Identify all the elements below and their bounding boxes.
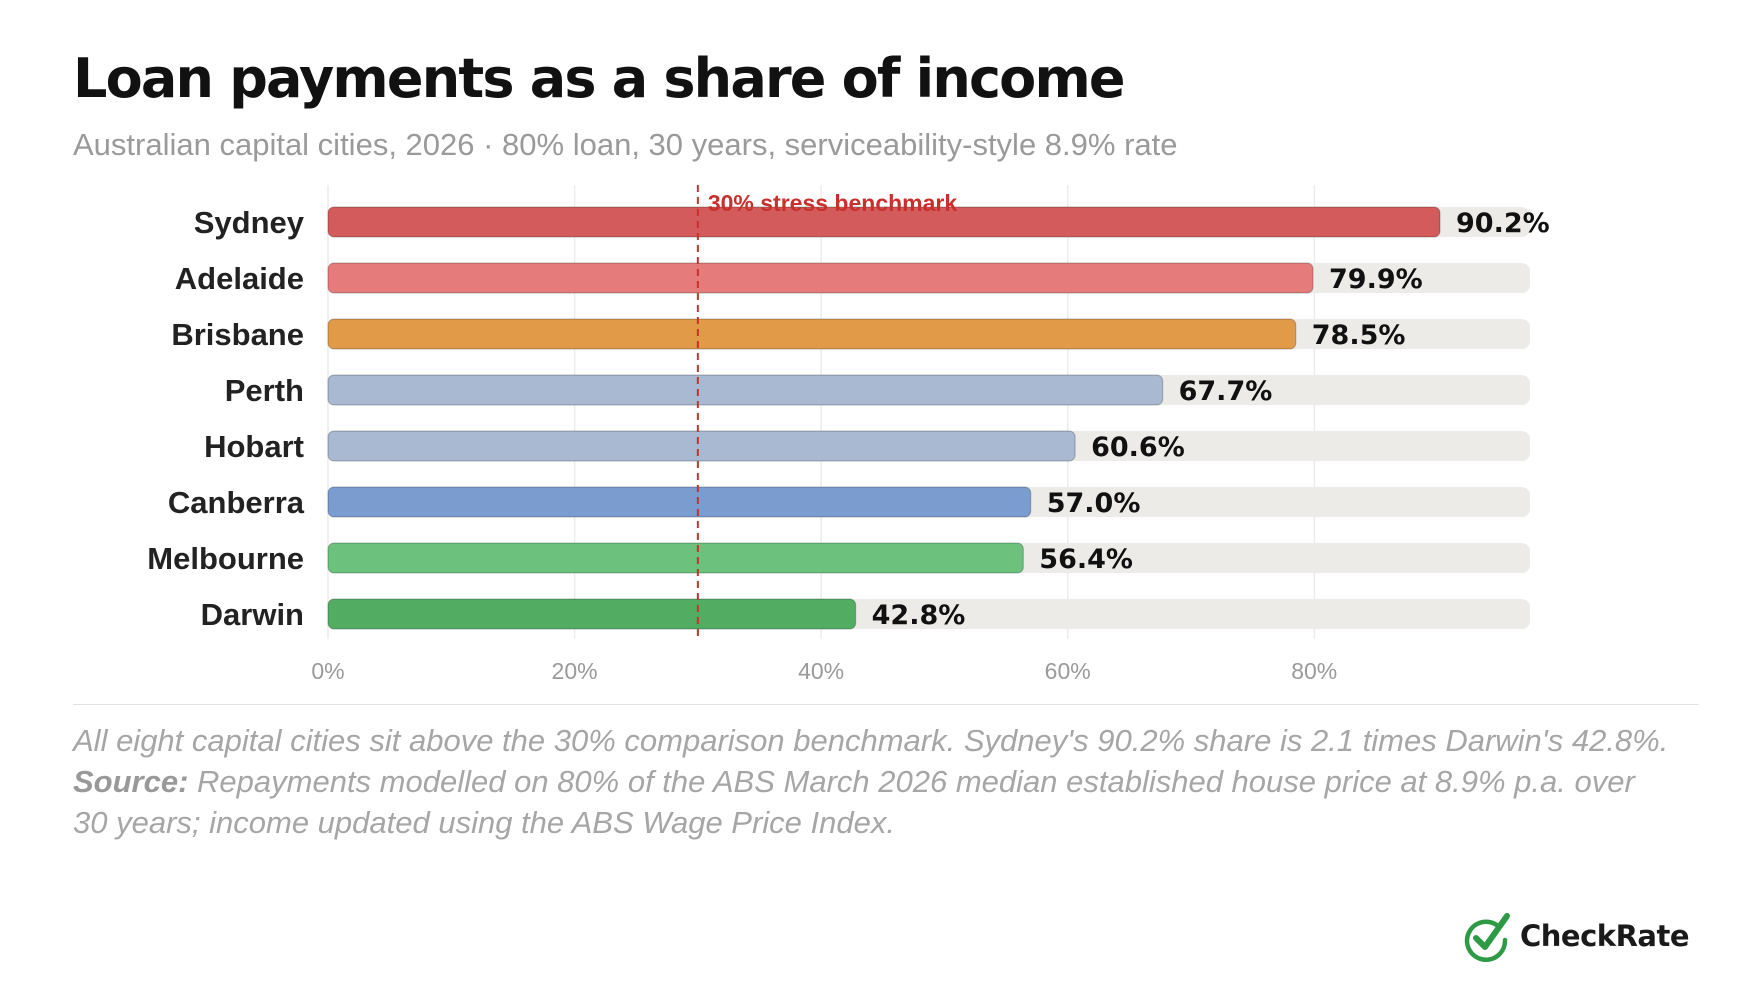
bar (327, 430, 1076, 462)
bar (327, 598, 857, 630)
benchmark-label: 30% stress benchmark (708, 190, 958, 216)
value-label: 78.5% (1312, 320, 1406, 351)
x-tick-label: 0% (311, 658, 344, 684)
bar (327, 206, 1441, 238)
category-label: Sydney (194, 205, 305, 240)
x-tick-label: 80% (1291, 658, 1337, 684)
bar (327, 262, 1314, 294)
bar (327, 318, 1297, 350)
category-label: Brisbane (171, 317, 304, 352)
footnote-summary: All eight capital cities sit above the 3… (73, 723, 1669, 758)
x-tick-label: 20% (552, 658, 598, 684)
value-label: 60.6% (1091, 432, 1185, 463)
source-label: Source: (73, 764, 189, 799)
value-label: 67.7% (1179, 376, 1273, 407)
value-label: 90.2% (1456, 208, 1550, 239)
bar (327, 374, 1164, 406)
category-label: Darwin (201, 597, 304, 632)
value-label: 56.4% (1039, 544, 1133, 575)
chart-subtitle: Australian capital cities, 2026 · 80% lo… (73, 127, 1178, 162)
footer-divider (73, 704, 1699, 705)
value-label: 42.8% (872, 600, 966, 631)
bar (327, 542, 1024, 574)
x-tick-label: 40% (798, 658, 844, 684)
x-tick-label: 60% (1045, 658, 1091, 684)
brand-name: CheckRate (1520, 919, 1690, 953)
source-text: Repayments modelled on 80% of the ABS Ma… (73, 764, 1635, 840)
category-label: Hobart (204, 429, 304, 464)
footnote-source: Source: Repayments modelled on 80% of th… (73, 761, 1673, 843)
brand-logo: CheckRate (1462, 908, 1690, 964)
bar (327, 486, 1032, 518)
category-label: Adelaide (175, 261, 304, 296)
category-label: Perth (225, 373, 304, 408)
chart-title: Loan payments as a share of income (73, 47, 1126, 110)
value-label: 79.9% (1329, 264, 1423, 295)
category-label: Canberra (168, 485, 305, 520)
bar-chart: Sydney 90.2% Adelaide 79.9% Brisbane 78.5% Per… (147, 185, 1550, 684)
checkmark-circle-icon (1464, 913, 1510, 962)
footnote: All eight capital cities sit above the 3… (73, 720, 1673, 843)
value-label: 57.0% (1047, 488, 1141, 519)
category-label: Melbourne (147, 541, 304, 576)
